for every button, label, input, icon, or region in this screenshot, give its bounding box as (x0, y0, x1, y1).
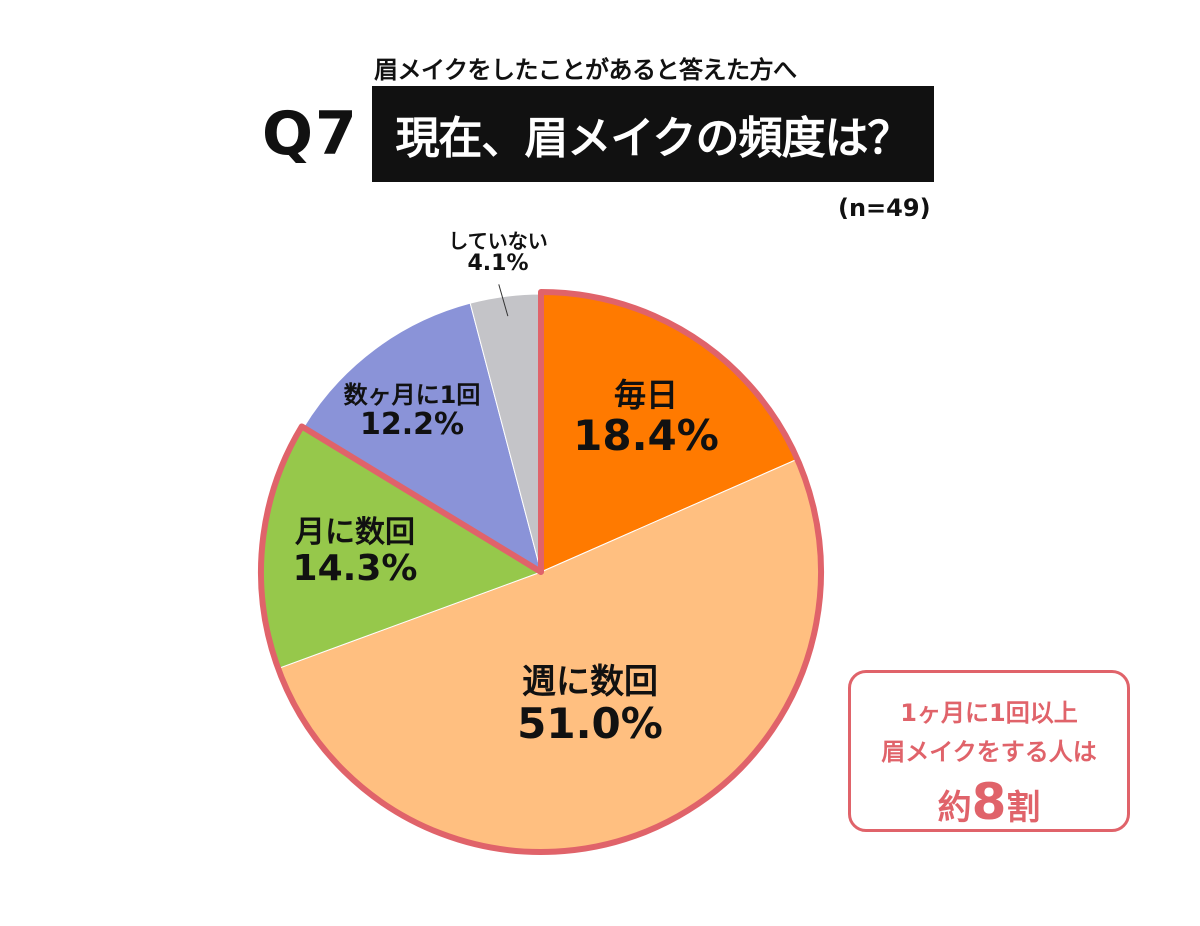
callout-suffix: 割 (1006, 788, 1041, 828)
slice-label-monthly: 月に数回 14.3% (293, 516, 418, 589)
slice-percent: 12.2% (359, 407, 465, 443)
title-banner: 現在、眉メイクの頻度は？ (372, 86, 934, 182)
slice-name: 数ヶ月に1回 (343, 381, 481, 409)
callout-result: 約8割 (851, 773, 1127, 831)
sample-size: (n=49) (838, 194, 931, 222)
slice-label-weekly: 週に数回 51.0% (517, 662, 663, 749)
slice-label-none: していない 4.1% (448, 230, 547, 276)
slice-percent: 4.1% (467, 251, 529, 276)
question-number: Q7 (262, 99, 359, 169)
slice-label-few-months: 数ヶ月に1回 12.2% (343, 381, 481, 443)
leader-line (498, 284, 509, 317)
pie-slice-3 (302, 302, 542, 574)
callout-number: 8 (971, 773, 1007, 831)
slice-percent: 51.0% (517, 699, 663, 749)
callout-line1: 1ヶ月に1回以上 (900, 699, 1078, 727)
slice-name: 週に数回 (522, 662, 658, 702)
chart-title: 現在、眉メイクの頻度は？ (395, 113, 911, 164)
slice-name: 毎日 (613, 376, 678, 414)
chart-subtitle: 眉メイクをしたことがあると答えた方へ (374, 56, 797, 84)
callout-line2: 眉メイクをする人は (881, 738, 1097, 766)
slice-label-mainichi: 毎日 18.4% (573, 376, 719, 461)
slice-percent: 18.4% (573, 411, 719, 461)
callout-prefix: 約 (937, 788, 972, 828)
highlight-outline (258, 289, 824, 855)
slice-name: していない (448, 229, 548, 253)
slice-name: 月に数回 (295, 515, 415, 550)
slice-percent: 14.3% (292, 548, 418, 589)
summary-callout: 1ヶ月に1回以上 眉メイクをする人は 約8割 (848, 670, 1130, 832)
